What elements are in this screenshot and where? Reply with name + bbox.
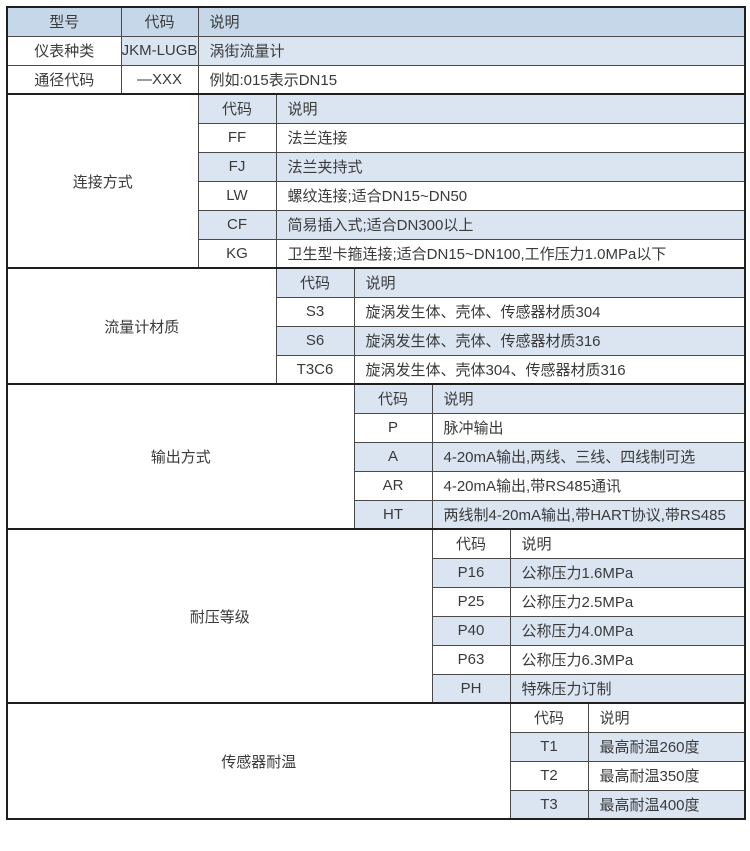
section-label-output: 输出方式 — [6, 383, 355, 530]
code-cell: P — [353, 412, 433, 443]
table-row: S6 旋涡发生体、壳体、传感器材质316 — [7, 325, 746, 356]
sub-desc-header-cell: 说明 — [509, 528, 746, 559]
desc-cell: 公称压力4.0MPa — [509, 615, 746, 646]
table-row: P25 公称压力2.5MPa — [7, 586, 746, 617]
table-row: A 4-20mA输出,两线、三线、四线制可选 — [7, 441, 746, 472]
desc-cell: 旋涡发生体、壳体304、传感器材质316 — [353, 354, 746, 385]
table-row: T3 最高耐温400度 — [7, 789, 746, 820]
code-cell: P16 — [431, 557, 511, 588]
desc-cell: 涡街流量计 — [197, 35, 746, 66]
table-row: KG 卫生型卡箍连接;适合DN15~DN100,工作压力1.0MPa以下 — [7, 238, 746, 269]
page-body: 型号 代码 说明 仪表种类 JKM-LUGB 涡街流量计 通径代码 —XXX 例… — [6, 6, 747, 820]
section-label-pressure: 耐压等级 — [6, 528, 433, 704]
table-row: FJ 法兰夹持式 — [7, 151, 746, 182]
section-header-row: 输出方式 代码 说明 — [6, 383, 746, 530]
sub-code-header-cell: 代码 — [275, 267, 355, 298]
desc-cell: 两线制4-20mA输出,带HART协议,带RS485 — [431, 499, 746, 530]
desc-cell: 法兰连接 — [275, 122, 746, 153]
code-cell: HT — [353, 499, 433, 530]
table-row: FF 法兰连接 — [7, 122, 746, 153]
code-cell: FF — [197, 122, 277, 153]
sub-code-header-cell: 代码 — [197, 93, 277, 124]
code-cell: S3 — [275, 296, 355, 327]
code-cell: S6 — [275, 325, 355, 356]
table-row: S3 旋涡发生体、壳体、传感器材质304 — [7, 296, 746, 327]
code-cell: P63 — [431, 644, 511, 675]
code-cell: PH — [431, 673, 511, 704]
row-label-cell: 仪表种类 — [6, 35, 122, 66]
section-header-row: 耐压等级 代码 说明 — [6, 528, 746, 704]
code-cell: AR — [353, 470, 433, 501]
table-row: 通径代码 —XXX 例如:015表示DN15 — [6, 64, 746, 95]
sub-desc-header-cell: 说明 — [353, 267, 746, 298]
code-cell: P40 — [431, 615, 511, 646]
code-cell: KG — [197, 238, 277, 269]
code-cell: A — [353, 441, 433, 472]
desc-cell: 公称压力2.5MPa — [509, 586, 746, 617]
table-row: P40 公称压力4.0MPa — [7, 615, 746, 646]
sub-desc-header-cell: 说明 — [587, 702, 746, 733]
sub-code-header-cell: 代码 — [431, 528, 511, 559]
sub-desc-header-cell: 说明 — [275, 93, 746, 124]
desc-cell: 最高耐温260度 — [587, 731, 746, 762]
desc-cell: 4-20mA输出,带RS485通讯 — [431, 470, 746, 501]
model-selection-table: 型号 代码 说明 仪表种类 JKM-LUGB 涡街流量计 通径代码 —XXX 例… — [6, 6, 747, 820]
desc-cell: 螺纹连接;适合DN15~DN50 — [275, 180, 746, 211]
table-row: HT 两线制4-20mA输出,带HART协议,带RS485 — [7, 499, 746, 530]
sub-code-header-cell: 代码 — [509, 702, 589, 733]
desc-cell: 例如:015表示DN15 — [197, 64, 746, 95]
desc-cell: 最高耐温400度 — [587, 789, 746, 820]
section-header-row: 传感器耐温 代码 说明 — [6, 702, 746, 820]
code-cell: P25 — [431, 586, 511, 617]
sub-desc-header-cell: 说明 — [431, 383, 746, 414]
code-cell: FJ — [197, 151, 277, 182]
code-cell: JKM-LUGB — [120, 35, 199, 66]
table-row: T2 最高耐温350度 — [7, 760, 746, 791]
row-label-cell: 通径代码 — [6, 64, 122, 95]
code-cell: T2 — [509, 760, 589, 791]
code-cell: T3 — [509, 789, 589, 820]
table-row: P63 公称压力6.3MPa — [7, 644, 746, 675]
header-desc-cell: 说明 — [197, 6, 746, 37]
code-cell: CF — [197, 209, 277, 240]
desc-cell: 旋涡发生体、壳体、传感器材质316 — [353, 325, 746, 356]
desc-cell: 特殊压力订制 — [509, 673, 746, 704]
desc-cell: 脉冲输出 — [431, 412, 746, 443]
section-label-temperature: 传感器耐温 — [6, 702, 511, 820]
desc-cell: 旋涡发生体、壳体、传感器材质304 — [353, 296, 746, 327]
desc-cell: 最高耐温350度 — [587, 760, 746, 791]
desc-cell: 卫生型卡箍连接;适合DN15~DN100,工作压力1.0MPa以下 — [275, 238, 746, 269]
desc-cell: 公称压力1.6MPa — [509, 557, 746, 588]
table-header-row: 型号 代码 说明 — [6, 6, 746, 37]
section-label-material: 流量计材质 — [6, 267, 277, 385]
table-row: LW 螺纹连接;适合DN15~DN50 — [7, 180, 746, 211]
code-cell: LW — [197, 180, 277, 211]
code-cell: —XXX — [120, 64, 199, 95]
header-code-cell: 代码 — [120, 6, 199, 37]
header-model-cell: 型号 — [6, 6, 122, 37]
table-row: PH 特殊压力订制 — [7, 673, 746, 704]
section-header-row: 连接方式 代码 说明 — [6, 93, 746, 269]
section-label-connection: 连接方式 — [6, 93, 199, 269]
desc-cell: 简易插入式;适合DN300以上 — [275, 209, 746, 240]
desc-cell: 4-20mA输出,两线、三线、四线制可选 — [431, 441, 746, 472]
table-row: 仪表种类 JKM-LUGB 涡街流量计 — [6, 35, 746, 66]
sub-code-header-cell: 代码 — [353, 383, 433, 414]
table-row: P16 公称压力1.6MPa — [7, 557, 746, 588]
table-row: CF 简易插入式;适合DN300以上 — [7, 209, 746, 240]
code-cell: T3C6 — [275, 354, 355, 385]
desc-cell: 法兰夹持式 — [275, 151, 746, 182]
code-cell: T1 — [509, 731, 589, 762]
desc-cell: 公称压力6.3MPa — [509, 644, 746, 675]
section-header-row: 流量计材质 代码 说明 — [6, 267, 746, 385]
